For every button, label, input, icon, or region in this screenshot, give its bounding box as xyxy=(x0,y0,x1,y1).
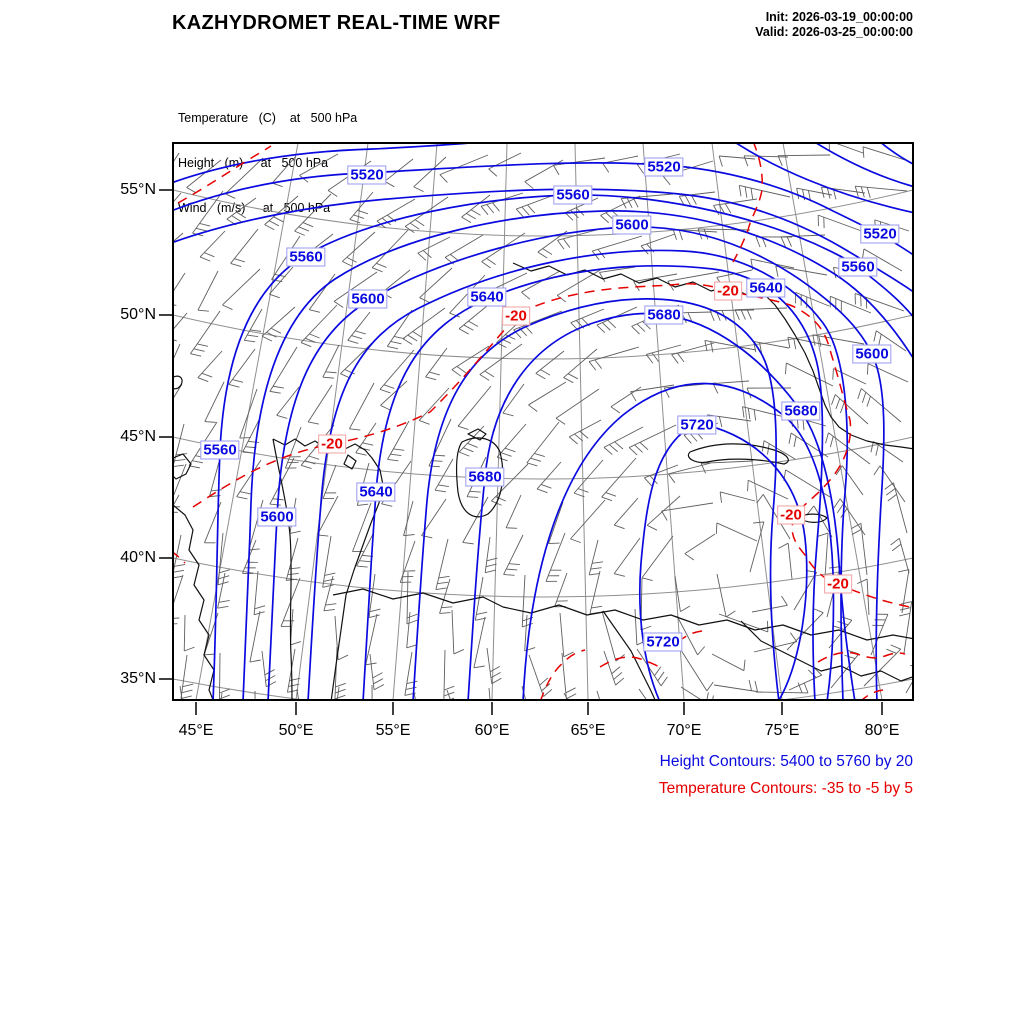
temp-contour-label: -20 xyxy=(502,306,530,326)
height-contour-label: 5520 xyxy=(644,157,684,177)
height-contour-label: 5720 xyxy=(643,632,683,652)
lon-axis-label: 55°E xyxy=(375,722,411,739)
page-title: KAZHYDROMET REAL-TIME WRF xyxy=(172,12,501,34)
temperature-contours xyxy=(173,143,913,700)
height-contour-label: 5560 xyxy=(553,185,593,205)
contour-legend: Height Contours: 5400 to 5760 by 20 Temp… xyxy=(659,752,913,798)
height-contour-label: 5560 xyxy=(838,257,878,277)
parameter-temperature: Temperature (C) at 500 hPa xyxy=(178,111,358,125)
lon-axis-label: 45°E xyxy=(178,722,214,739)
temp-contour-label: -20 xyxy=(318,434,346,454)
temp-contour-label: -20 xyxy=(824,574,852,594)
map-plot xyxy=(159,142,914,715)
height-contour-label: 5680 xyxy=(644,305,684,325)
height-contour-label: 5680 xyxy=(465,467,505,487)
temp-contour-label: -20 xyxy=(777,505,805,525)
height-contour-label: 5520 xyxy=(860,224,900,244)
temp-contour-label: -20 xyxy=(714,281,742,301)
lat-axis-label: 40°N xyxy=(120,549,156,566)
height-contour-label: 5600 xyxy=(612,215,652,235)
lat-axis-label: 45°N xyxy=(120,428,156,445)
axis-ticks xyxy=(159,189,883,715)
temperature-legend: Temperature Contours: -35 to -5 by 5 xyxy=(658,780,913,797)
height-contour-label: 5600 xyxy=(348,289,388,309)
lat-axis-label: 55°N xyxy=(120,181,156,198)
lat-axis-label: 50°N xyxy=(120,306,156,323)
height-contour-label: 5640 xyxy=(746,278,786,298)
lon-axis-label: 75°E xyxy=(764,722,800,739)
height-contour-label: 5600 xyxy=(257,507,297,527)
lon-axis-label: 60°E xyxy=(474,722,510,739)
height-legend: Height Contours: 5400 to 5760 by 20 xyxy=(659,753,913,770)
height-contour-label: 5520 xyxy=(347,165,387,185)
lon-axis-label: 70°E xyxy=(666,722,702,739)
map-frame xyxy=(172,142,914,701)
lon-axis-label: 80°E xyxy=(864,722,900,739)
valid-time: Valid: 2026-03-25_00:00:00 xyxy=(755,25,913,39)
lon-axis-label: 50°E xyxy=(278,722,314,739)
lon-axis-label: 65°E xyxy=(570,722,606,739)
height-contour-label: 5560 xyxy=(286,247,326,267)
map-panel xyxy=(159,142,914,715)
height-contour-label: 5600 xyxy=(852,344,892,364)
height-contour-label: 5640 xyxy=(356,482,396,502)
height-contour-label: 5720 xyxy=(677,415,717,435)
wind-barbs-layer xyxy=(173,143,913,700)
lat-axis-label: 35°N xyxy=(120,670,156,687)
height-contour-label: 5560 xyxy=(200,440,240,460)
init-time: Init: 2026-03-19_00:00:00 xyxy=(765,10,913,24)
height-contour-label: 5640 xyxy=(467,287,507,307)
height-contour-label: 5680 xyxy=(781,401,821,421)
run-info: Init: 2026-03-19_00:00:00 Valid: 2026-03… xyxy=(755,10,913,40)
